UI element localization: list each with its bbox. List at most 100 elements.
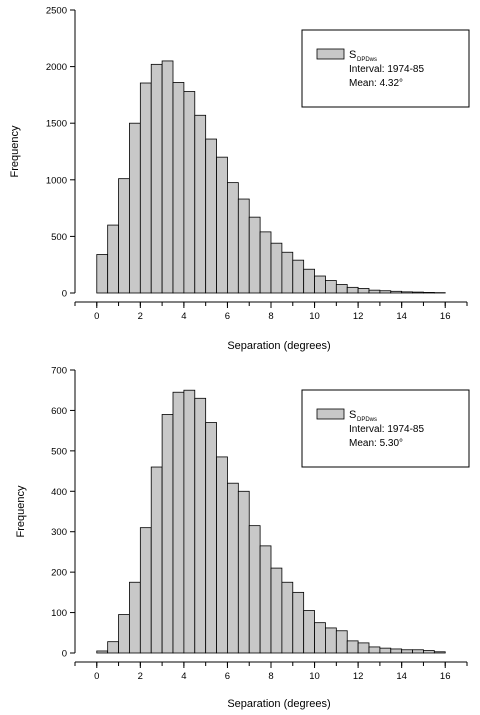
histogram-bar	[292, 259, 305, 294]
histogram-bar	[357, 288, 370, 294]
histogram-bar	[259, 231, 272, 294]
histogram-bar	[346, 640, 359, 654]
x-tick-label: 16	[440, 671, 451, 682]
histogram-bar	[270, 242, 283, 294]
chart-2: 0 100 200 300 400 500 600 700 0 2 4 6 8 10 12 14 16 Separ…	[15, 366, 470, 710]
histogram-bar	[205, 422, 217, 654]
y-axis-label: Frequency	[9, 125, 21, 177]
histogram-bar	[248, 525, 261, 654]
x-tick-label: 12	[353, 671, 364, 682]
histogram-bar	[423, 650, 435, 654]
x-tick-label: 0	[94, 671, 99, 682]
legend-interval: Interval: 1974-85	[349, 64, 424, 75]
histogram-bar	[379, 290, 392, 294]
histogram-bar	[433, 651, 446, 654]
histogram-bar	[129, 122, 141, 294]
y-tick-label: 2500	[46, 6, 67, 17]
legend-swatch	[316, 48, 345, 60]
x-tick-label: 4	[181, 671, 186, 682]
histogram-bar	[150, 466, 163, 654]
histogram-bar	[303, 610, 315, 654]
histogram-bar	[292, 591, 305, 654]
x-axis-label: Separation (degrees)	[227, 340, 330, 352]
y-tick-label: 100	[51, 608, 67, 619]
histogram-bar	[325, 627, 337, 654]
x-tick-label: 4	[181, 311, 186, 322]
histogram-bar	[259, 545, 272, 654]
histogram-bar	[107, 224, 119, 294]
histogram-bar	[401, 291, 413, 294]
histogram-bar	[237, 490, 250, 654]
histogram-bar	[139, 82, 152, 294]
histogram-bar	[161, 414, 174, 654]
y-tick-label: 0	[62, 289, 67, 300]
histogram-bar	[357, 642, 370, 654]
histogram-bar	[379, 647, 392, 654]
x-tick-label: 16	[440, 311, 451, 322]
legend-mean: Mean: 5.30°	[349, 438, 403, 449]
histogram-bar	[118, 178, 130, 294]
histogram-bar	[183, 389, 196, 654]
x-tick-label: 2	[138, 671, 143, 682]
x-tick-label: 6	[225, 671, 230, 682]
histogram-bar	[368, 646, 381, 654]
histogram-bar	[216, 456, 228, 654]
y-axis-label: Frequency	[15, 485, 27, 537]
histogram-bar	[139, 527, 152, 654]
histogram-bar	[161, 60, 174, 294]
histogram-bar	[270, 567, 283, 654]
x-tick-label: 8	[268, 671, 273, 682]
y-tick-label: 400	[51, 487, 67, 498]
legend-series-label: S	[349, 409, 356, 421]
legend-interval: Interval: 1974-85	[349, 424, 424, 435]
histogram-bar	[194, 114, 207, 294]
x-tick-label: 10	[309, 671, 320, 682]
histogram-bar	[390, 290, 403, 294]
histogram-bar	[314, 622, 326, 654]
y-tick-label: 300	[51, 527, 67, 538]
x-axis-label: Separation (degrees)	[227, 698, 330, 710]
histogram-bar	[107, 641, 119, 654]
histogram-bar	[237, 198, 250, 294]
y-tick-label: 700	[51, 366, 67, 377]
legend-swatch	[316, 408, 345, 420]
y-tick-label: 1500	[46, 119, 67, 130]
histogram-bar	[346, 286, 359, 294]
histogram-bar	[205, 138, 217, 294]
y-tick-label: 2000	[46, 62, 67, 73]
histogram-bar	[401, 649, 413, 654]
histogram-bar	[335, 284, 348, 294]
histogram-bar	[129, 581, 141, 654]
x-tick-label: 2	[138, 311, 143, 322]
y-tick-label: 0	[62, 649, 67, 660]
legend-series-label: S	[349, 49, 356, 61]
histogram-bar	[118, 614, 130, 654]
histogram-bar	[172, 391, 185, 654]
histogram-bar	[96, 650, 109, 654]
histogram-bar	[281, 251, 294, 294]
histogram-bar	[314, 275, 326, 294]
y-tick-label: 200	[51, 568, 67, 579]
x-tick-label: 8	[268, 311, 273, 322]
histogram-bar	[227, 182, 239, 294]
y-tick-label: 600	[51, 406, 67, 417]
legend-mean: Mean: 4.32°	[349, 78, 403, 89]
x-tick-label: 14	[396, 311, 407, 322]
x-tick-label: 0	[94, 311, 99, 322]
histogram-bar	[216, 156, 228, 294]
histogram-bar	[335, 630, 348, 654]
histogram-bar	[303, 268, 315, 294]
histogram-bar	[172, 82, 185, 294]
histogram-bar	[248, 216, 261, 294]
histogram-bar	[423, 292, 435, 294]
histogram-bar	[281, 581, 294, 654]
histogram-bar	[412, 291, 424, 294]
histogram-bar	[412, 649, 424, 654]
x-tick-label: 14	[396, 671, 407, 682]
legend-series-subscript: DPDws	[357, 57, 377, 63]
histogram-bar	[96, 254, 109, 294]
histogram-bar	[183, 91, 196, 294]
